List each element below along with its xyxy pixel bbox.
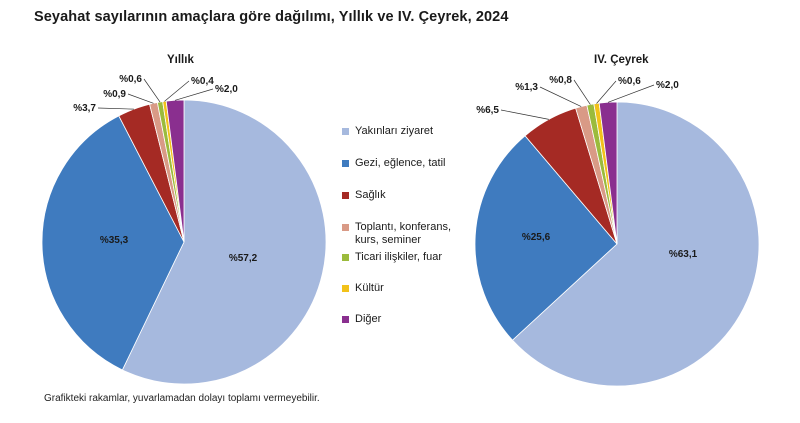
legend-item-kultur: Kültür: [342, 282, 384, 295]
leader-line-1-3: [539, 86, 582, 107]
data-label-1-4: %0,8: [549, 75, 572, 86]
legend-swatch: [342, 254, 349, 261]
pie-slice-1-0: [511, 101, 760, 387]
leader-line-0-5: [164, 80, 190, 102]
footnote: Grafikteki rakamlar, yuvarlamadan dolayı…: [44, 393, 320, 404]
legend-label: Yakınları ziyaret: [355, 125, 434, 137]
legend-swatch: [342, 192, 349, 199]
legend-swatch: [342, 285, 349, 292]
pie-slice-1-1: [474, 135, 618, 341]
leader-line-0-2: [97, 107, 134, 110]
legend-label: Kültür: [355, 282, 384, 294]
pie-slice-1-6: [598, 101, 618, 245]
data-label-0-2: %3,7: [73, 103, 96, 114]
legend-swatch: [342, 128, 349, 135]
leader-line-1-5: [596, 80, 617, 104]
data-label-0-4: %0,6: [119, 74, 142, 85]
data-label-0-0: %57,2: [229, 253, 258, 264]
legend-label: Sağlık: [355, 189, 386, 201]
data-label-1-0: %63,1: [669, 249, 698, 260]
data-label-0-5: %0,4: [191, 76, 214, 87]
data-label-0-3: %0,9: [103, 89, 126, 100]
data-label-1-2: %6,5: [476, 105, 499, 116]
legend-item-saglik: Sağlık: [342, 189, 386, 202]
leader-line-0-3: [127, 93, 154, 104]
leader-line-0-6: [174, 88, 214, 101]
legend-label: Toplantı, konferans, kurs, seminer: [355, 221, 452, 246]
leader-line-1-4: [573, 79, 591, 105]
legend-item-diger: Diğer: [342, 313, 381, 326]
legend-label: Gezi, eğlence, tatil: [355, 157, 446, 169]
pie-title-annual: Yıllık: [167, 54, 194, 66]
pie-slice-0-0: [121, 99, 327, 385]
legend-item-ticari-iliskiler: Ticari ilişkiler, fuar: [342, 251, 442, 264]
legend-label: Ticari ilişkiler, fuar: [355, 251, 442, 263]
data-label-1-1: %25,6: [522, 232, 551, 243]
legend-item-toplanti: Toplantı, konferans, kurs, seminer: [342, 221, 473, 247]
leader-line-0-4: [143, 78, 161, 103]
chart-title: Seyahat sayılarının amaçlara göre dağılı…: [34, 9, 509, 25]
legend-item-gezi-eglence-tatil: Gezi, eğlence, tatil: [342, 157, 446, 170]
leader-line-1-6: [607, 84, 655, 103]
data-label-1-6: %2,0: [656, 80, 679, 91]
data-label-1-5: %0,6: [618, 76, 641, 87]
pie-title-q4: IV. Çeyrek: [594, 54, 649, 66]
legend-swatch: [342, 224, 349, 231]
data-label-0-1: %35,3: [100, 235, 129, 246]
leader-line-1-2: [500, 109, 549, 120]
legend-label: Diğer: [355, 313, 382, 325]
data-label-0-6: %2,0: [215, 84, 238, 95]
pie-slice-0-1: [41, 115, 185, 371]
data-label-1-3: %1,3: [515, 82, 538, 93]
pie-slice-0-6: [165, 99, 185, 243]
legend-item-yakinlari-ziyaret: Yakınları ziyaret: [342, 125, 433, 138]
legend-swatch: [342, 160, 349, 167]
legend-swatch: [342, 316, 349, 323]
